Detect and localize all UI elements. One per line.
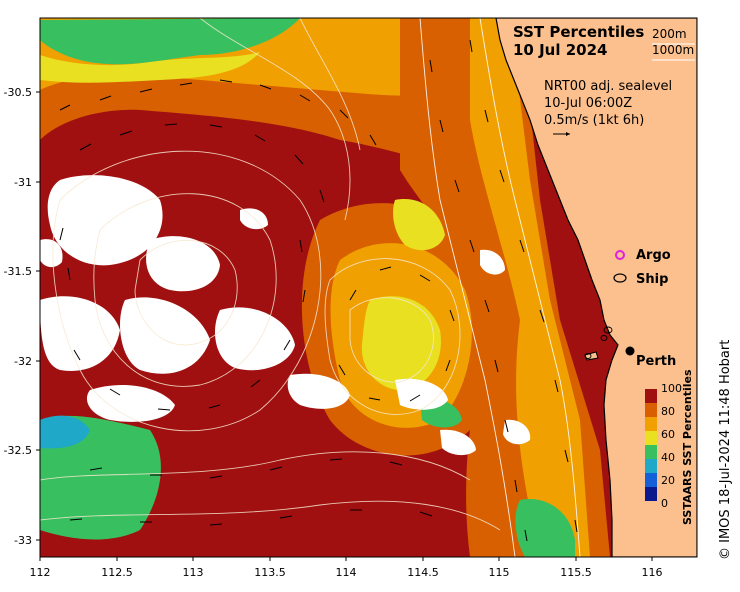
argo-marker-icon — [615, 250, 625, 260]
bathymetry-contours — [419, 18, 581, 557]
colorbar-seg-20-40 — [645, 445, 657, 459]
sst-southeast-green — [515, 499, 575, 557]
map-title: SST Percentiles — [513, 23, 644, 41]
colorbar-seg-0-5 — [645, 487, 657, 501]
y-tick-label: -32.5 — [4, 444, 32, 457]
colorbar-tick: 0 — [661, 497, 668, 510]
colorbar-labels: 100 80 60 40 20 0 — [661, 382, 682, 510]
scale-arrow-head — [566, 132, 570, 136]
colorbar-tick: 40 — [661, 451, 675, 464]
x-tick-label: 113.5 — [254, 566, 286, 579]
colorbar-seg-10-20 — [645, 459, 657, 473]
sst-coastal-orange — [470, 18, 590, 557]
colorbar-tick: 20 — [661, 474, 675, 487]
sst-north-yellow — [40, 52, 260, 83]
credit-text: © IMOS 18-Jul-2024 11:48 Hobart — [718, 340, 733, 560]
y-axis-labels: -30.5 -31 -31.5 -32 -32.5 -33 — [4, 86, 32, 547]
colorbar-seg-80-90 — [645, 403, 657, 417]
y-tick-label: -30.5 — [4, 86, 32, 99]
x-tick-label: 113 — [183, 566, 204, 579]
cloud-mask — [40, 175, 531, 456]
colorbar-tick: 60 — [661, 428, 675, 441]
colorbar-seg-90-100 — [645, 389, 657, 403]
colorbar — [645, 389, 657, 501]
current-scale: 0.5m/s (1kt 6h) — [544, 113, 644, 128]
x-tick-label: 114 — [336, 566, 357, 579]
sea-level-contours — [40, 18, 501, 531]
colorbar-seg-40-60 — [645, 431, 657, 445]
x-tick-label: 115.5 — [560, 566, 592, 579]
sst-southwest-green — [40, 415, 161, 540]
current-vectors — [59, 39, 578, 542]
perth-label: Perth — [636, 354, 676, 369]
current-source: NRT00 adj. sealevel — [544, 79, 672, 94]
y-tick-label: -32 — [14, 355, 32, 368]
current-time: 10-Jul 06:00Z — [544, 96, 632, 111]
x-tick-label: 114.5 — [407, 566, 439, 579]
map-plot-area — [40, 18, 697, 557]
y-tick-label: -31 — [14, 176, 32, 189]
colorbar-seg-60-80 — [645, 417, 657, 431]
x-axis-labels: 112 112.5 113 113.5 114 114.5 115 115.5 … — [30, 566, 663, 579]
plot-frame — [39, 17, 698, 558]
colorbar-tick: 100 — [661, 382, 682, 395]
colorbar-seg-5-10 — [645, 473, 657, 487]
y-tick-label: -31.5 — [4, 265, 32, 278]
x-tick-label: 112 — [30, 566, 51, 579]
x-tick-label: 112.5 — [101, 566, 133, 579]
depth-label-1000m: 1000m — [652, 43, 694, 57]
ship-track-markers — [584, 326, 613, 359]
sst-north-green — [40, 18, 300, 65]
x-tick-label: 116 — [642, 566, 663, 579]
ship-legend-label: Ship — [636, 272, 668, 287]
sst-southwest-blue — [40, 415, 90, 449]
axis-tick-marks — [36, 91, 653, 561]
perth-marker-icon[interactable] — [625, 346, 635, 356]
argo-legend-label: Argo — [636, 248, 671, 263]
colorbar-title: SSTAARS SST Percentiles — [681, 369, 694, 525]
sst-eddy-yellow-north — [393, 199, 445, 251]
y-tick-label: -33 — [14, 534, 32, 547]
depth-label-200m: 200m — [652, 27, 687, 41]
ship-marker-icon — [613, 273, 627, 283]
map-date: 10 Jul 2024 — [513, 41, 607, 59]
colorbar-tick: 80 — [661, 405, 675, 418]
sst-eddy-yellow — [361, 296, 441, 391]
x-tick-label: 115 — [489, 566, 510, 579]
